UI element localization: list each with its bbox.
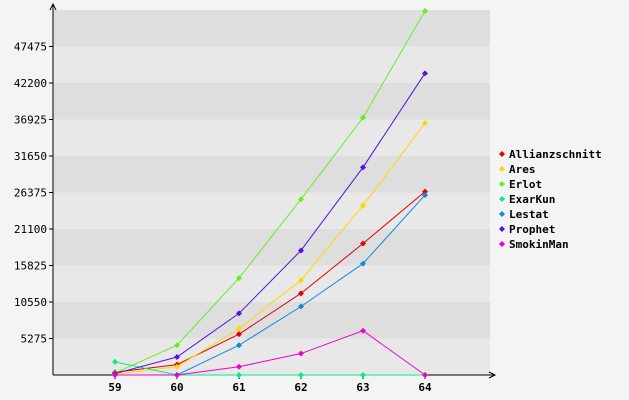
grid-band	[53, 265, 490, 302]
y-tick-label: 36925	[14, 114, 47, 127]
legend-item-allianzschnitt: Allianzschnitt	[499, 148, 602, 161]
legend-item-ares: Ares	[499, 163, 536, 176]
grid-band	[53, 10, 490, 47]
data-point	[360, 114, 366, 121]
y-axis-ticks: 5275 10550 15825 21100 26375 31650 36925 42200 4…	[14, 41, 53, 346]
x-tick-label: 60	[170, 381, 183, 394]
data-point	[360, 202, 366, 209]
data-point	[298, 372, 304, 378]
grid-band	[53, 119, 490, 156]
data-point	[236, 310, 242, 317]
data-point	[298, 350, 304, 357]
grid-band	[53, 338, 490, 375]
y-tick-label: 31650	[14, 150, 47, 163]
grid-band	[53, 229, 490, 266]
data-point	[422, 188, 428, 195]
legend: Allianzschnitt Ares Erlot ExarKun Lestat Prop…	[499, 148, 602, 251]
data-point	[174, 363, 180, 370]
data-point	[236, 363, 242, 370]
series-smokinman	[112, 327, 428, 378]
legend-marker	[499, 151, 505, 157]
data-point	[422, 192, 428, 199]
x-tick-label: 61	[232, 381, 246, 394]
series-line-prophet	[114, 73, 426, 375]
legend-item-exarkun: ExarKun	[499, 193, 555, 206]
legend-label: Lestat	[509, 208, 549, 221]
y-tick-label: 21100	[14, 223, 47, 236]
grid-band	[53, 46, 490, 83]
legend-item-erlot: Erlot	[499, 178, 542, 191]
y-tick-label: 5275	[21, 333, 48, 346]
legend-label: Ares	[509, 163, 536, 176]
x-tick-label: 64	[418, 381, 432, 394]
data-point	[174, 342, 180, 349]
data-point	[422, 70, 428, 77]
data-point	[174, 354, 180, 361]
data-point	[422, 8, 428, 15]
data-point	[360, 327, 366, 334]
grid-band	[53, 83, 490, 120]
data-point	[298, 303, 304, 310]
x-tick-label: 59	[108, 381, 121, 394]
legend-label: Allianzschnitt	[509, 148, 602, 161]
series-prophet	[112, 70, 428, 377]
data-point	[298, 290, 304, 297]
legend-label: Erlot	[509, 178, 542, 191]
x-tick-label: 62	[294, 381, 307, 394]
y-tick-label: 47475	[14, 41, 47, 54]
data-point	[112, 372, 118, 378]
data-point	[298, 196, 304, 203]
plot-area	[112, 8, 428, 378]
grid-band	[53, 192, 490, 229]
data-point	[236, 342, 242, 349]
legend-label: SmokinMan	[509, 238, 569, 251]
data-point	[298, 247, 304, 254]
grid-band	[53, 302, 490, 339]
legend-marker	[499, 226, 505, 232]
legend-label: ExarKun	[509, 193, 555, 206]
data-point	[360, 240, 366, 247]
data-point	[236, 325, 242, 332]
x-tick-label: 63	[356, 381, 369, 394]
legend-marker	[499, 211, 505, 217]
data-point	[422, 120, 428, 127]
data-point	[360, 260, 366, 267]
legend-marker	[499, 196, 505, 202]
grid-bands	[53, 10, 490, 375]
data-point	[236, 275, 242, 282]
legend-marker	[499, 166, 505, 172]
legend-item-smokinman: SmokinMan	[499, 238, 569, 251]
legend-marker	[499, 181, 505, 187]
y-tick-label: 26375	[14, 187, 47, 200]
data-point	[236, 372, 242, 378]
y-tick-label: 42200	[14, 77, 47, 90]
data-point	[360, 164, 366, 171]
data-point	[422, 372, 428, 378]
data-point	[360, 372, 366, 378]
x-axis-ticks: 59 60 61 62 63 64	[108, 375, 432, 394]
legend-item-prophet: Prophet	[499, 223, 555, 236]
series-line-ares	[114, 122, 426, 375]
data-point	[298, 277, 304, 284]
y-tick-label: 15825	[14, 260, 47, 273]
grid-band	[53, 156, 490, 193]
legend-item-lestat: Lestat	[499, 208, 549, 221]
series-line-smokinman	[115, 330, 426, 376]
y-tick-label: 10550	[14, 296, 47, 309]
data-point	[112, 358, 118, 365]
data-point	[236, 331, 242, 338]
data-point	[174, 372, 180, 378]
legend-label: Prophet	[509, 223, 555, 236]
series-allianzschnitt	[112, 188, 428, 376]
x-axis-arrow	[488, 371, 497, 379]
series-line-erlot	[114, 10, 426, 374]
series-line-exarkun	[114, 361, 425, 376]
series-line-allianzschnitt	[114, 191, 426, 373]
series-erlot	[112, 8, 428, 376]
y-axis-arrow	[49, 2, 57, 11]
legend-marker	[499, 241, 505, 247]
